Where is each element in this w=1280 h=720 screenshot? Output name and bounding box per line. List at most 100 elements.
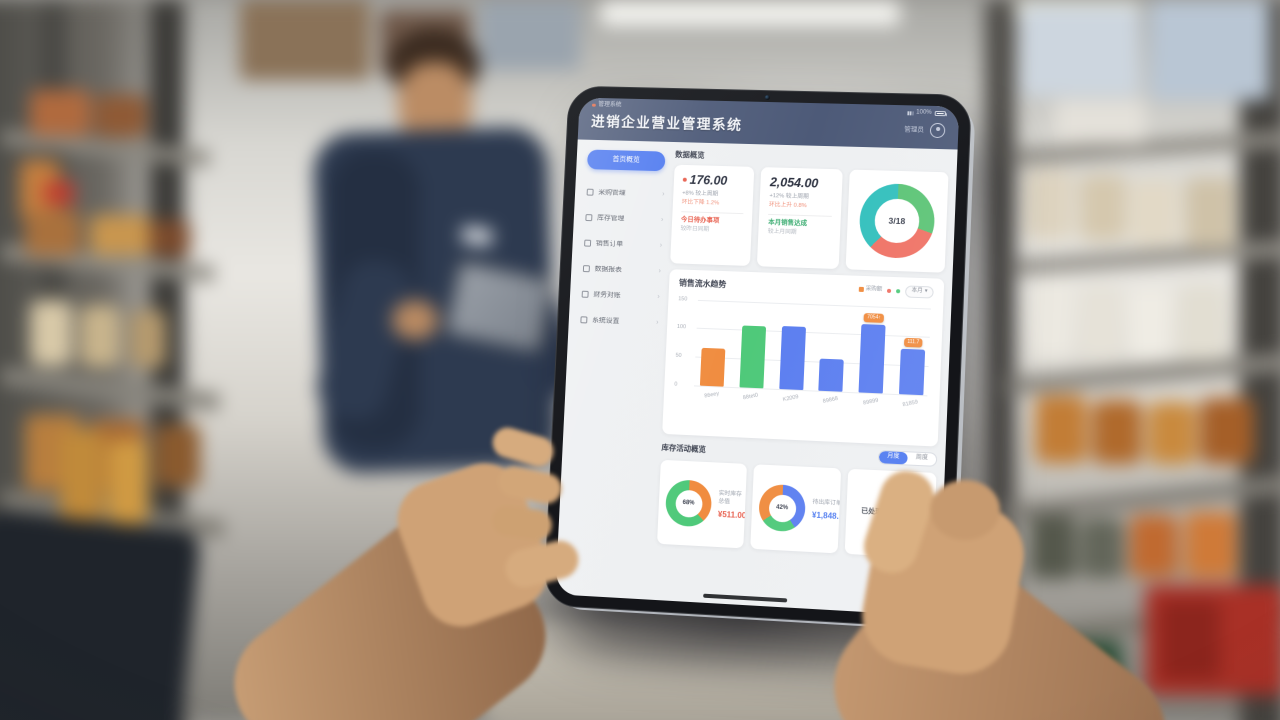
x-axis-label: 86eey [703,390,720,400]
front-camera [764,95,770,101]
product [155,425,200,487]
bottle [1025,170,1073,240]
stat-footer-title: 今日待办事项 [680,216,720,225]
chart-filter-dropdown[interactable]: 本月 ▾ [905,285,934,299]
dark-foreground [0,509,202,720]
sidebar-item-label: 采购管理 [598,188,626,197]
stat-trend: +8% 较上周期 [682,190,719,198]
can [1080,518,1124,578]
box [1150,0,1270,100]
activity-card-label: 待出库订单额 [812,499,842,508]
bottle [1030,280,1074,358]
activity-section-label: 库存活动概览 [661,442,707,454]
ceiling-light [600,0,900,26]
menu-icon [581,291,589,299]
sidebar-item-label: 销售订单 [595,239,624,248]
activity-card-value: ¥1,848.00 [811,510,842,522]
period-toggle[interactable]: 月度 周度 [877,449,938,468]
bar-group: 86eey [699,300,728,400]
jar [1200,398,1254,464]
toggle-option-1[interactable]: 月度 [878,450,908,465]
bottle [1185,178,1235,248]
tablet-device: 管理系统 100% 进销企业营业管理系统 管理员 首页概览 采购管理 › 库存 [543,85,972,630]
overview-section-label: 数据概览 [674,149,705,160]
x-axis-label: 89868 [822,395,839,405]
activity-cards-row: 68% 实时库存总值 ¥511.00 42% [656,459,937,559]
toggle-option-2[interactable]: 周度 [915,455,929,462]
stat-footer-sub: 较上月同期 [767,228,797,236]
box [1020,6,1140,96]
donut-center-label: 42% [767,493,797,523]
sidebar-item-label: 库存管理 [596,214,625,222]
legend-swatch [858,287,864,293]
bottle [108,440,148,524]
bottle [80,305,120,367]
y-axis-tick: 150 [678,295,688,303]
bar-value-badge: 7054↑ [863,313,885,323]
sidebar-item-4[interactable]: 数据报表 › [578,256,663,285]
sidebar-item-3[interactable]: 销售订单 › [580,231,665,259]
sidebar: 首页概览 采购管理 › 库存管理 › 销售订单 › 数据报表 › 财务对账 › 系统设置 › [564,147,669,591]
sidebar-item-6[interactable]: 系统设置 › [576,307,661,336]
overview-donut-card: 3/18 [845,169,949,273]
bar [699,348,726,387]
can [1185,512,1237,578]
user-label: 管理员 [904,125,925,134]
main-panel: 数据概览 176.00 +8% 较上周期 环比下降 1.2% 今日待办事项 较昨… [655,150,949,608]
stat-note: 环比下降 1.2% [681,199,720,207]
signal-icon [907,110,914,115]
bar-group: 111.7 81859 [898,307,927,408]
menu-icon [580,316,588,324]
activity-card-1: 68% 实时库存总值 ¥511.00 [656,459,748,549]
sidebar-item-2[interactable]: 库存管理 › [581,205,666,233]
donut-center-label: 3/18 [873,198,921,244]
bar [858,323,886,394]
x-axis-label: 88tet0 [742,392,759,402]
avatar[interactable] [929,122,946,139]
legend-swatch [896,288,901,294]
recording-dot-icon [591,103,596,108]
bottle [130,310,166,368]
activity-card-value: ¥511.00 [717,509,747,520]
bottle [30,300,72,366]
sales-chart-card: 销售流水趋势 采购额 本月 ▾ 150 100 50 0 86eey 88tet0 K200… [662,269,945,447]
y-axis-tick: 0 [674,381,678,388]
red-dot-icon [682,178,687,183]
overview-donut-chart: 3/18 [858,182,936,260]
back-shelf-box [240,0,370,80]
bar-group: 88tet0 [739,301,767,401]
bottle [1128,288,1172,360]
menu-icon [586,189,594,197]
chart-legend: 采购额 本月 ▾ [858,284,934,299]
sidebar-item-1[interactable]: 采购管理 › [582,180,667,208]
legend-swatch [887,288,892,293]
stat-note: 环比上升 0.8% [768,201,807,210]
donut-center-label: 68% [674,489,703,518]
activity-card-value: ↑ 32 [901,508,921,521]
price-tag [44,182,74,204]
bar [778,325,806,390]
y-axis-tick: 100 [676,324,687,331]
sidebar-item-label: 系统设置 [591,316,620,325]
chevron-right-icon: › [659,241,663,249]
box [1055,100,1145,144]
stat-trend: +12% 较上周期 [769,193,810,201]
chart-filter-label: 本月 [911,288,923,295]
sidebar-item-5[interactable]: 财务对账 › [577,282,662,311]
jar [1148,402,1196,464]
battery-icon [934,111,947,117]
bottle [1178,285,1226,361]
menu-icon [584,240,592,248]
product [90,215,150,255]
product [25,210,80,256]
x-axis-label: 89899 [862,397,879,407]
legend-label: 采购额 [865,286,883,294]
stat-cards-row: 176.00 +8% 较上周期 环比下降 1.2% 今日待办事项 较昨日同期 2… [670,164,949,273]
bar-chart-plot: 150 100 50 0 86eey 88tet0 K2009 89868 7054↑ 89899… [673,295,933,424]
bottle [1080,285,1122,359]
chevron-right-icon: › [658,267,662,275]
bottle [60,430,104,520]
app-title: 进销企业营业管理系统 [590,113,743,134]
sidebar-home-button[interactable]: 首页概览 [586,149,666,172]
